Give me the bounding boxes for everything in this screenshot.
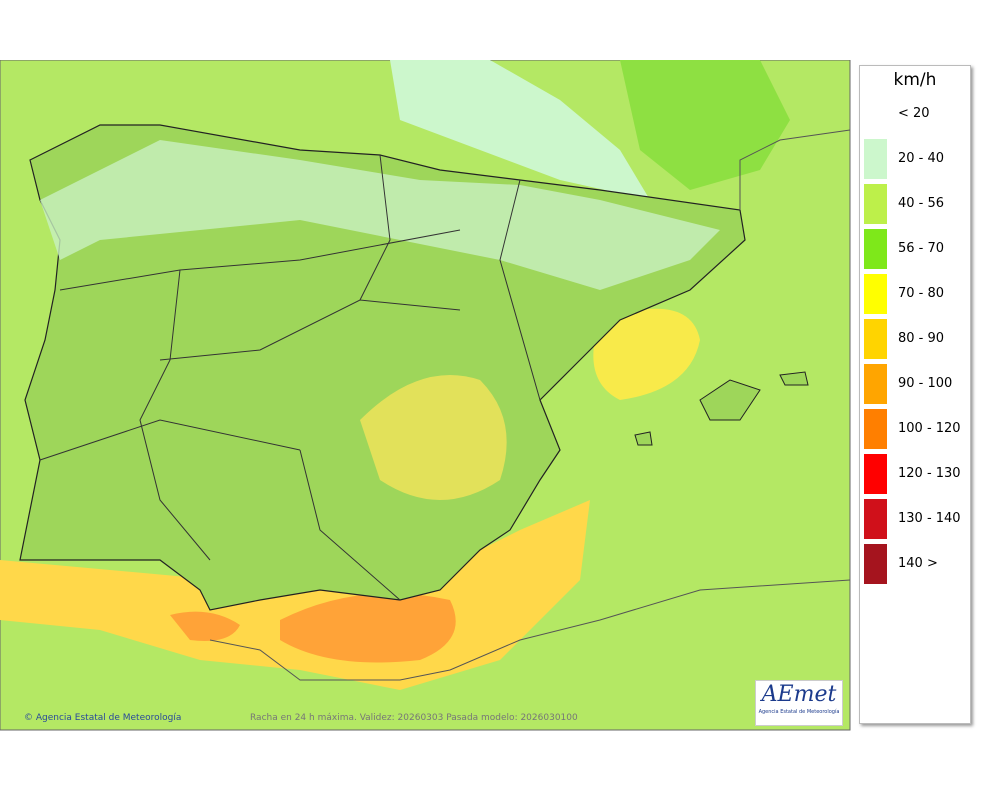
legend-label: 56 - 70 <box>898 241 945 256</box>
legend-swatch <box>864 544 887 584</box>
africa-coast <box>209 579 851 681</box>
legend-item: 100 - 120 <box>860 409 970 449</box>
legend-swatch <box>864 499 887 539</box>
legend-swatch <box>864 184 887 224</box>
legend-item: 90 - 100 <box>860 364 970 404</box>
legend-item: 56 - 70 <box>860 229 970 269</box>
legend-label: 100 - 120 <box>898 421 961 436</box>
legend-swatch <box>864 454 887 494</box>
legend-label: 20 - 40 <box>898 151 945 166</box>
logo-subtitle: Agencia Estatal de Meteorología <box>758 709 840 715</box>
wind-zone <box>360 375 507 500</box>
france-coast <box>739 129 851 210</box>
legend-title: km/h <box>893 70 937 90</box>
legend-label: 90 - 100 <box>898 376 953 391</box>
legend-label: 70 - 80 <box>898 286 945 301</box>
legend-item: 20 - 40 <box>860 139 970 179</box>
legend-swatch <box>864 229 887 269</box>
legend-item: 70 - 80 <box>860 274 970 314</box>
credit: © Agencia Estatal de Meteorología <box>24 713 182 723</box>
calm-zone <box>40 140 720 290</box>
legend-item: 80 - 90 <box>860 319 970 359</box>
legend-item: 120 - 130 <box>860 454 970 494</box>
credit-text: Agencia Estatal de Meteorología <box>35 713 182 723</box>
legend: km/h < 20 20 - 40 40 - 56 56 - 70 70 - 80 80 … <box>859 65 971 724</box>
legend-item: 140 > <box>860 544 970 584</box>
legend-swatch <box>864 364 887 404</box>
legend-swatch <box>864 319 887 359</box>
legend-label: 130 - 140 <box>898 511 961 526</box>
legend-label: 140 > <box>898 556 938 571</box>
legend-label: < 20 <box>898 106 930 121</box>
caption: Racha en 24 h máxima. Validez: 20260303 … <box>250 713 578 723</box>
legend-label: 80 - 90 <box>898 331 945 346</box>
islands <box>634 371 809 446</box>
legend-label: 120 - 130 <box>898 466 961 481</box>
wind-zone <box>593 308 700 400</box>
region-borders <box>39 154 541 601</box>
calm-zone <box>390 60 650 200</box>
logo: AEmet Agencia Estatal de Meteorología <box>755 680 843 726</box>
legend-swatch <box>864 274 887 314</box>
legend-item: 40 - 56 <box>860 184 970 224</box>
logo-text: AEmet <box>761 682 837 707</box>
map <box>0 60 851 731</box>
legend-swatch <box>864 409 887 449</box>
legend-label: 40 - 56 <box>898 196 945 211</box>
legend-item: 130 - 140 <box>860 499 970 539</box>
legend-item: < 20 <box>860 94 970 134</box>
legend-swatch <box>864 139 887 179</box>
wind-zone <box>280 593 456 663</box>
wind-zone <box>620 60 790 190</box>
wind-zone <box>170 611 240 641</box>
